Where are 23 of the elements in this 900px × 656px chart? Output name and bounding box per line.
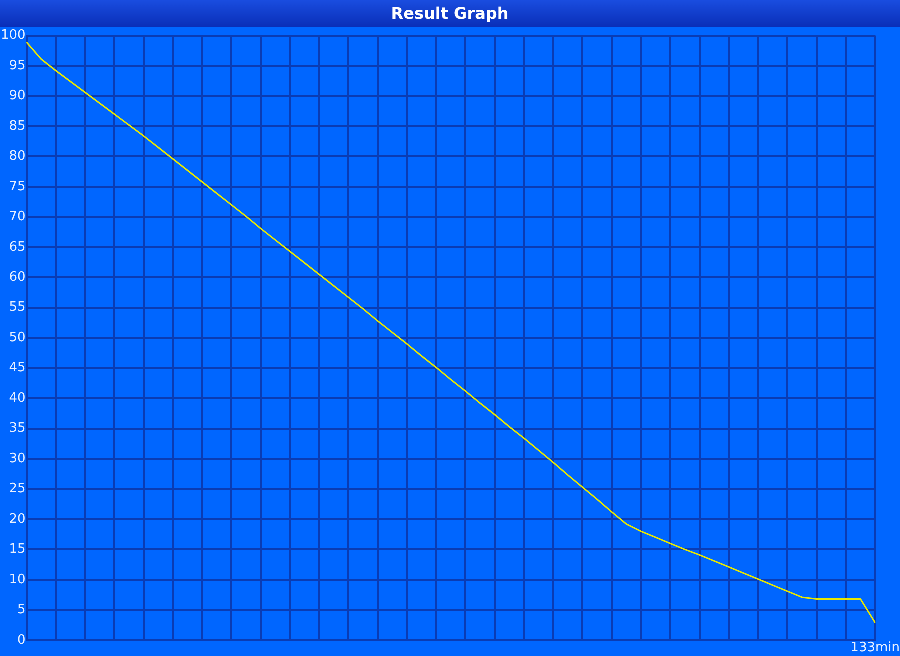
y-tick-label: 45 (9, 360, 26, 376)
y-tick-label: 5 (18, 602, 26, 618)
y-tick-label: 65 (9, 240, 26, 255)
y-tick-label: 35 (9, 421, 26, 436)
y-tick-label: 0 (18, 632, 26, 648)
y-tick-label: 100 (0, 28, 26, 44)
y-tick-label: 95 (9, 58, 26, 74)
y-tick-label: 90 (9, 88, 26, 104)
chart-title: Result Graph (0, 0, 900, 27)
y-tick-label: 30 (9, 451, 26, 466)
y-tick-label: 60 (9, 270, 26, 286)
y-tick-label: 55 (9, 300, 26, 316)
y-tick-label: 70 (9, 210, 26, 225)
x-tick-label: 133min (850, 640, 900, 656)
y-tick-label: 85 (9, 118, 26, 134)
y-tick-label: 25 (9, 482, 26, 497)
y-tick-label: 15 (9, 542, 26, 558)
y-tick-label: 50 (9, 330, 26, 346)
y-tick-label: 20 (9, 512, 26, 527)
y-tick-label: 80 (9, 149, 26, 164)
y-tick-label: 75 (9, 179, 26, 194)
y-tick-label: 10 (9, 572, 26, 588)
y-tick-label: 40 (9, 390, 26, 406)
